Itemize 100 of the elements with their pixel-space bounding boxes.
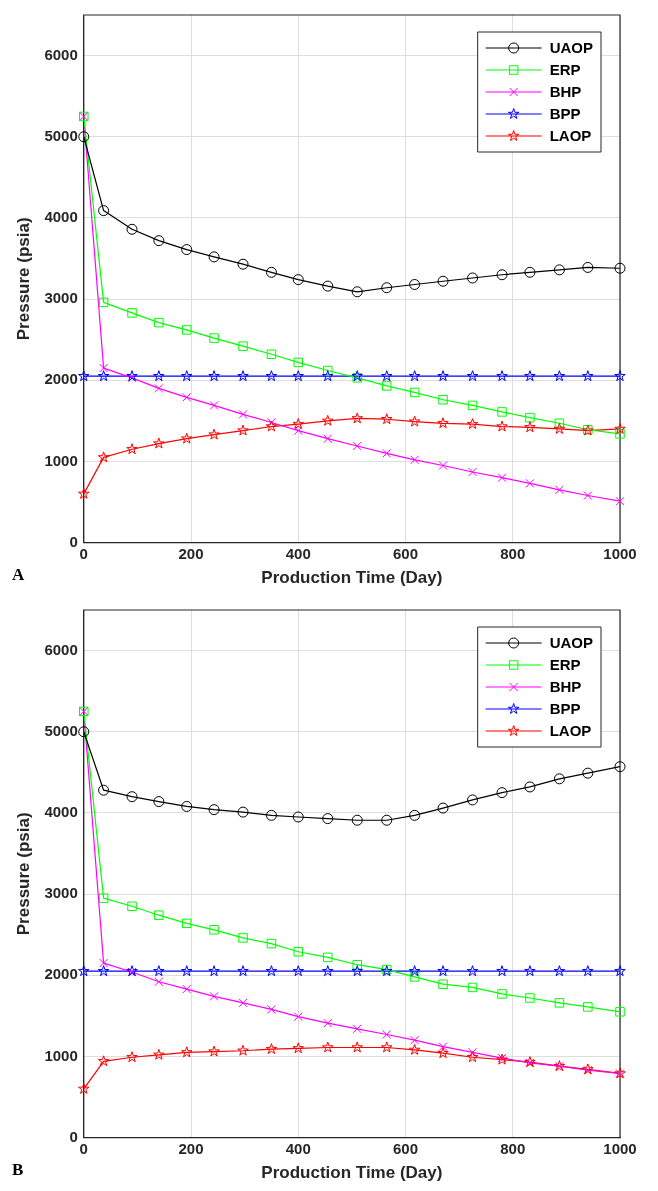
point <box>408 1043 421 1055</box>
point <box>323 952 333 963</box>
point <box>126 223 138 235</box>
point <box>322 1041 334 1053</box>
point <box>352 1024 362 1034</box>
y-tick-label: 4000 <box>44 208 78 226</box>
point <box>237 965 249 977</box>
point <box>438 979 448 989</box>
point <box>554 998 565 1008</box>
legend-label: ERP <box>549 656 581 674</box>
point <box>408 965 421 977</box>
point <box>554 418 565 429</box>
point <box>292 418 304 430</box>
point <box>154 383 164 393</box>
point <box>524 266 536 278</box>
point <box>293 357 304 368</box>
point <box>323 365 333 376</box>
point <box>97 370 110 382</box>
point <box>467 794 479 806</box>
point <box>154 317 164 328</box>
point <box>467 400 478 411</box>
point <box>266 417 276 427</box>
point <box>208 370 220 382</box>
point <box>582 261 594 273</box>
point <box>153 1048 165 1060</box>
point <box>181 325 192 335</box>
x-tick-label: 1000 <box>603 544 637 562</box>
y-tick-label: 0 <box>69 1127 78 1145</box>
point <box>351 965 363 977</box>
point <box>208 804 220 816</box>
point <box>524 421 536 433</box>
point <box>265 809 277 821</box>
legend-label: ERP <box>549 61 581 79</box>
point <box>466 370 479 382</box>
point <box>322 280 334 292</box>
point <box>381 381 392 391</box>
point <box>181 432 193 444</box>
point <box>237 1044 249 1056</box>
point <box>209 925 219 935</box>
legend-label: BPP <box>549 700 581 718</box>
point <box>467 982 478 993</box>
point <box>382 448 392 458</box>
point <box>582 965 594 977</box>
point <box>126 443 138 455</box>
point <box>293 946 304 957</box>
point <box>614 965 626 977</box>
y-axis-title: Pressure (psia) <box>13 812 33 936</box>
y-tick-label: 2000 <box>44 370 78 388</box>
point <box>382 1030 392 1040</box>
point <box>524 370 536 382</box>
point <box>381 370 393 382</box>
point <box>265 266 277 278</box>
point <box>614 262 626 274</box>
point <box>292 274 304 286</box>
text: B <box>12 1160 24 1180</box>
x-tick-label: 600 <box>392 544 419 562</box>
point <box>181 800 193 812</box>
point <box>322 965 334 977</box>
point <box>468 467 478 477</box>
x-tick-label: 400 <box>285 544 311 562</box>
point <box>352 441 362 451</box>
point <box>408 370 421 382</box>
point <box>238 998 248 1008</box>
point <box>266 1004 276 1014</box>
point <box>409 809 421 821</box>
point <box>525 412 535 423</box>
x-tick-label: 800 <box>500 544 526 562</box>
y-tick-label: 0 <box>69 532 78 550</box>
point <box>524 965 536 977</box>
point <box>496 420 508 432</box>
point <box>553 422 566 434</box>
point <box>437 275 449 287</box>
point <box>408 415 421 427</box>
point <box>410 455 420 465</box>
point <box>209 333 219 343</box>
point <box>237 424 249 436</box>
point <box>582 370 594 382</box>
point <box>496 370 508 382</box>
point <box>127 901 137 912</box>
point <box>98 784 110 796</box>
point <box>409 278 421 290</box>
legend-label: LAOP <box>549 127 592 145</box>
point <box>615 429 625 439</box>
point <box>182 984 192 994</box>
point <box>265 965 278 977</box>
point <box>524 781 536 793</box>
point <box>238 933 248 943</box>
point <box>292 370 304 382</box>
point <box>98 297 109 308</box>
point <box>554 485 564 495</box>
x-tick-label: 200 <box>178 544 204 562</box>
point <box>153 235 165 247</box>
point <box>153 796 165 808</box>
point <box>323 1018 333 1028</box>
point <box>615 496 625 506</box>
y-tick-label: 5000 <box>44 721 78 739</box>
point <box>583 1002 593 1012</box>
point <box>497 407 507 417</box>
point <box>438 394 448 405</box>
point <box>323 434 333 444</box>
